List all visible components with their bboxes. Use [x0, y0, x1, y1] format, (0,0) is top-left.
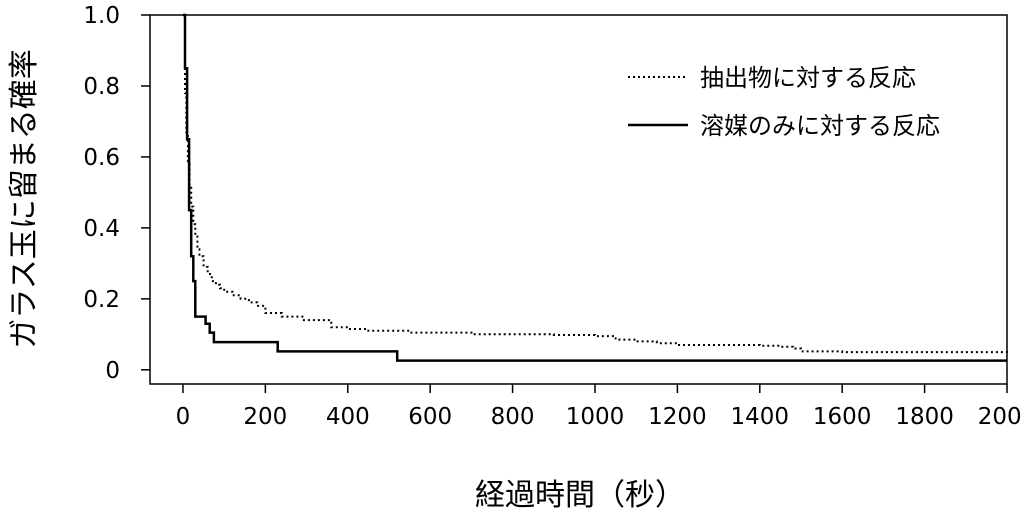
series-line-extract — [183, 14, 1008, 354]
x-tick-label: 200 — [243, 404, 287, 430]
x-tick-label: 800 — [491, 404, 535, 430]
series-line-solvent — [183, 13, 1007, 362]
x-tick-label: 1000 — [566, 404, 625, 430]
series-layer — [183, 13, 1008, 362]
legend-label-solvent: 溶媒のみに対する反応 — [700, 112, 940, 140]
y-tick-label: 0.2 — [83, 287, 120, 313]
x-tick-label: 1400 — [731, 404, 790, 430]
x-tick-label: 400 — [326, 404, 370, 430]
y-tick-label: 0.4 — [83, 216, 120, 242]
y-tick-label: 0 — [105, 358, 120, 384]
y-tick-label: 0.8 — [83, 74, 120, 100]
x-tick-label: 1800 — [895, 404, 954, 430]
y-axis-title: ガラス玉に留まる確率 — [7, 49, 42, 348]
legend: 抽出物に対する反応 溶媒のみに対する反応 — [628, 64, 940, 140]
x-axis-title: 経過時間（秒） — [475, 478, 685, 513]
y-tick-label: 0.6 — [83, 145, 120, 171]
x-tick-label: 0 — [176, 404, 191, 430]
x-tick-label: 1600 — [813, 404, 872, 430]
x-tick-label: 600 — [408, 404, 452, 430]
x-tick-label: 1200 — [648, 404, 707, 430]
legend-label-extract: 抽出物に対する反応 — [700, 64, 916, 92]
y-axis: 0 0.2 0.4 0.6 0.8 1.0 — [83, 3, 150, 384]
plot-frame — [149, 14, 1008, 385]
y-tick-label: 1.0 — [83, 3, 120, 29]
